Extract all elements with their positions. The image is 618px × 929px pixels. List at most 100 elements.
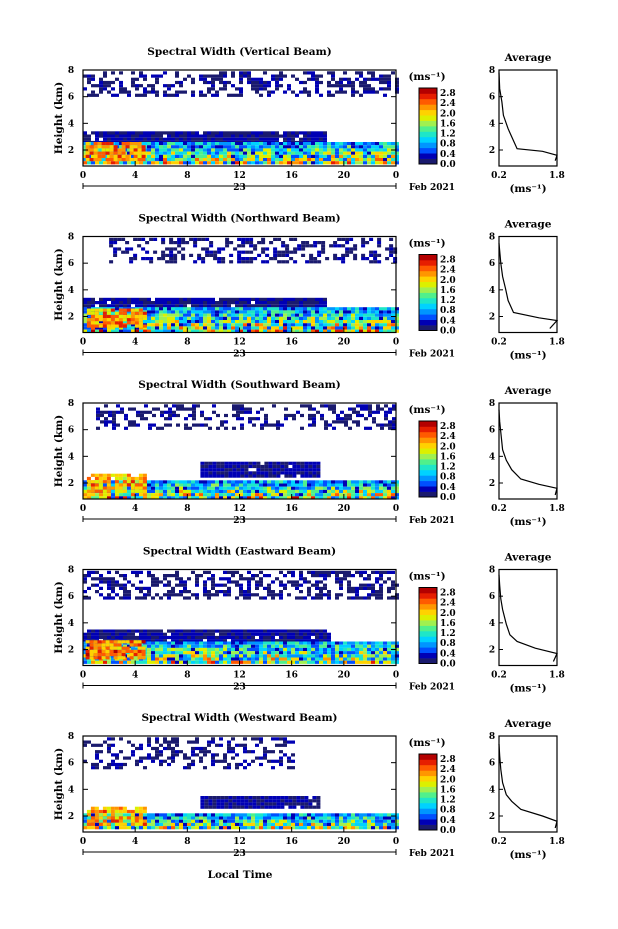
heatmap-cell bbox=[239, 161, 243, 165]
heatmap-cell bbox=[159, 657, 163, 661]
heatmap-cell bbox=[95, 131, 99, 135]
heatmap-cell bbox=[240, 410, 244, 414]
heatmap-cell bbox=[359, 313, 363, 317]
heatmap-cell bbox=[383, 323, 387, 327]
heatmap-cell bbox=[348, 407, 352, 411]
heatmap-cell bbox=[377, 260, 382, 264]
heatmap-cell bbox=[293, 250, 298, 254]
heatmap-cell bbox=[284, 471, 289, 475]
heatmap-cell bbox=[93, 640, 98, 644]
heatmap-cell bbox=[155, 148, 159, 152]
heatmap-cell bbox=[113, 158, 118, 162]
heatmap-cell bbox=[115, 307, 119, 311]
heatmap-cell bbox=[343, 486, 347, 490]
heatmap-cell bbox=[223, 654, 227, 658]
heatmap-cell bbox=[363, 316, 367, 320]
heatmap-cell bbox=[283, 644, 287, 648]
heatmap-cell bbox=[391, 326, 395, 330]
heatmap-cell bbox=[285, 250, 290, 254]
heatmap-cell bbox=[303, 304, 307, 308]
heatmap-cell bbox=[91, 496, 95, 500]
heatmap-cell bbox=[319, 74, 323, 78]
heatmap-cell bbox=[316, 464, 321, 469]
y-tick-label: 2 bbox=[68, 479, 74, 489]
heatmap-cell bbox=[219, 644, 223, 648]
heatmap-cell bbox=[171, 635, 175, 640]
heatmap-cell bbox=[243, 134, 247, 138]
heatmap-cell bbox=[271, 644, 275, 648]
heatmap-cell bbox=[123, 644, 127, 648]
colorbar-segment bbox=[419, 421, 437, 427]
y-tick-label: 6 bbox=[68, 259, 74, 269]
heatmap-cell bbox=[163, 577, 167, 581]
panel-3: Spectral Width (Southward Beam)2468Heigh… bbox=[53, 379, 565, 528]
heatmap-cell bbox=[315, 297, 319, 301]
heatmap-cell bbox=[255, 145, 259, 149]
heatmap-cell bbox=[122, 324, 127, 328]
heatmap-cell bbox=[159, 154, 163, 158]
heatmap-cell bbox=[303, 641, 307, 645]
heatmap-cell bbox=[331, 148, 335, 152]
heatmap-cell bbox=[300, 468, 305, 472]
heatmap-cell bbox=[163, 148, 167, 152]
heatmap-cell bbox=[119, 134, 123, 138]
heatmap-cell bbox=[251, 629, 255, 633]
heatmap-cell bbox=[303, 639, 307, 643]
heatmap-cell bbox=[311, 657, 315, 661]
heatmap-cell bbox=[171, 753, 175, 757]
heatmap-cell bbox=[371, 660, 375, 664]
colorbar-tick-label: 2.4 bbox=[440, 599, 456, 609]
heatmap-cell bbox=[243, 483, 247, 487]
heatmap-cell bbox=[181, 241, 186, 245]
heatmap-cell bbox=[308, 464, 313, 469]
heatmap-cell bbox=[95, 137, 99, 141]
heatmap-cell bbox=[199, 746, 203, 751]
heatmap-cell bbox=[240, 426, 244, 430]
heatmap-cell bbox=[122, 480, 127, 484]
heatmap-cell bbox=[151, 158, 155, 162]
heatmap-cell bbox=[231, 71, 235, 75]
heatmap-cell bbox=[304, 461, 309, 465]
heatmap-cell bbox=[291, 297, 295, 301]
heatmap-cell bbox=[183, 297, 187, 301]
heatmap-cell bbox=[311, 74, 315, 78]
heatmap-cell bbox=[184, 426, 188, 430]
heatmap-cell bbox=[147, 134, 151, 138]
heatmap-cell bbox=[235, 762, 239, 767]
heatmap-cell bbox=[307, 580, 311, 584]
heatmap-cell bbox=[291, 307, 295, 311]
heatmap-cell bbox=[195, 639, 199, 643]
heatmap-cell bbox=[267, 131, 271, 135]
heatmap-cell bbox=[367, 313, 371, 317]
heatmap-cell bbox=[287, 629, 291, 633]
heatmap-cell bbox=[327, 570, 331, 574]
heatmap-cell bbox=[139, 756, 143, 760]
heatmap-cell bbox=[359, 496, 363, 500]
heatmap-cell bbox=[392, 426, 396, 430]
heatmap-cell bbox=[119, 297, 123, 301]
heatmap-cell bbox=[303, 323, 307, 327]
heatmap-cell bbox=[148, 423, 152, 427]
heatmap-cell bbox=[271, 137, 275, 141]
heatmap-cell bbox=[247, 145, 251, 149]
heatmap-cell bbox=[239, 71, 243, 75]
heatmap-cell bbox=[300, 474, 305, 478]
heatmap-cell bbox=[391, 142, 395, 146]
heatmap-cell bbox=[291, 480, 295, 484]
heatmap-cell bbox=[347, 323, 351, 327]
heatmap-cell bbox=[315, 483, 319, 487]
heatmap-cell bbox=[231, 489, 235, 494]
heatmap-cell bbox=[134, 489, 139, 493]
heatmap-cell bbox=[135, 635, 139, 640]
heatmap-cell bbox=[113, 653, 118, 657]
heatmap-cell bbox=[240, 805, 245, 809]
heatmap-cell bbox=[171, 489, 175, 494]
heatmap-cell bbox=[315, 161, 319, 165]
heatmap-cell bbox=[307, 310, 311, 314]
heatmap-cell bbox=[344, 413, 348, 418]
heatmap-cell bbox=[367, 77, 371, 81]
heatmap-cell bbox=[291, 131, 295, 135]
heatmap-cell bbox=[255, 154, 259, 158]
heatmap-cell bbox=[267, 304, 271, 308]
heatmap-cell bbox=[223, 583, 227, 587]
